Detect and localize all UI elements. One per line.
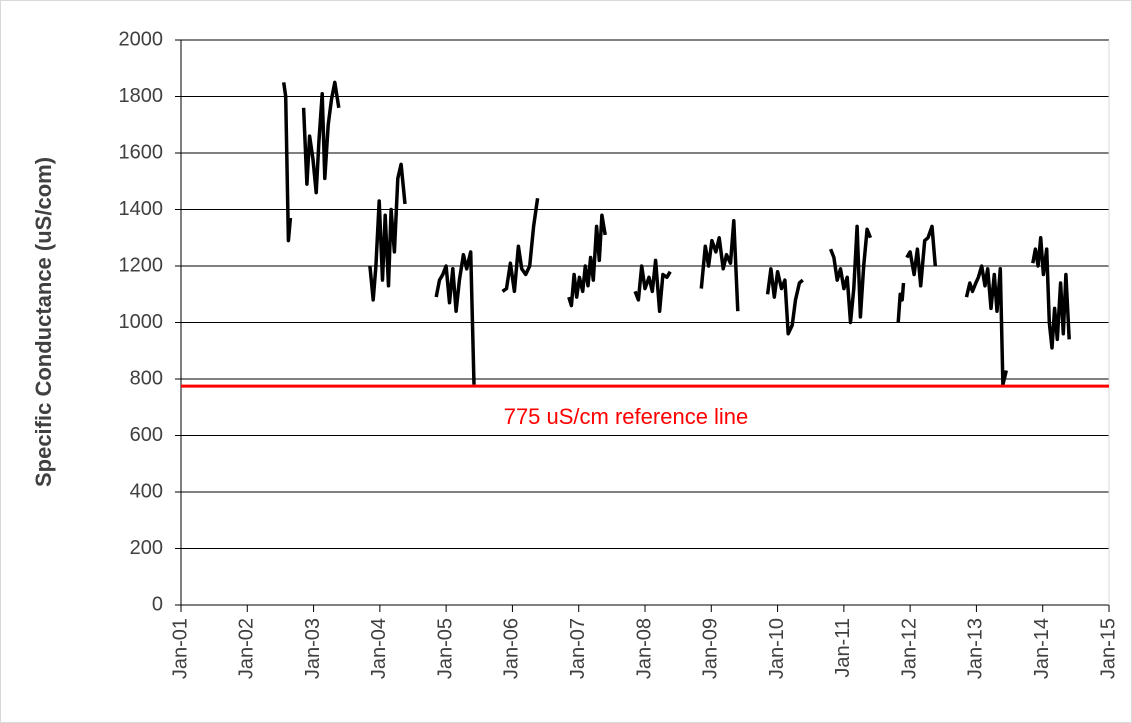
y-tick-label: 2000 xyxy=(119,28,164,50)
y-axis-title: Specific Conductance (uS/com) xyxy=(31,157,56,487)
x-tick-label: Jan-03 xyxy=(302,618,324,679)
x-tick-label: Jan-10 xyxy=(766,618,788,679)
y-tick-label: 200 xyxy=(130,537,163,559)
y-tick-label: 800 xyxy=(130,367,163,389)
x-tick-label: Jan-04 xyxy=(368,618,390,679)
y-tick-label: 400 xyxy=(130,480,163,502)
x-tick-label: Jan-07 xyxy=(567,618,589,679)
x-tick-label: Jan-01 xyxy=(169,618,191,679)
x-tick-label: Jan-02 xyxy=(236,618,258,679)
x-tick-label: Jan-11 xyxy=(832,618,854,678)
x-tick-label: Jan-05 xyxy=(434,618,456,679)
x-tick-label: Jan-09 xyxy=(700,618,722,679)
y-tick-label: 1600 xyxy=(119,141,164,163)
y-tick-label: 1400 xyxy=(119,198,164,220)
y-tick-label: 0 xyxy=(152,593,163,615)
y-tick-label: 1200 xyxy=(119,254,164,276)
y-tick-label: 600 xyxy=(130,424,163,446)
y-tick-label: 1000 xyxy=(119,311,164,333)
y-tick-label: 1800 xyxy=(119,85,164,107)
x-tick-label: Jan-06 xyxy=(501,618,523,679)
x-tick-label: Jan-08 xyxy=(633,618,655,679)
x-tick-label: Jan-13 xyxy=(965,618,987,679)
x-tick-label: Jan-15 xyxy=(1097,618,1119,679)
x-tick-label: Jan-14 xyxy=(1031,618,1053,679)
reference-label: 775 uS/cm reference line xyxy=(504,404,749,429)
x-tick-label: Jan-12 xyxy=(898,618,920,679)
data-line xyxy=(281,80,1071,387)
